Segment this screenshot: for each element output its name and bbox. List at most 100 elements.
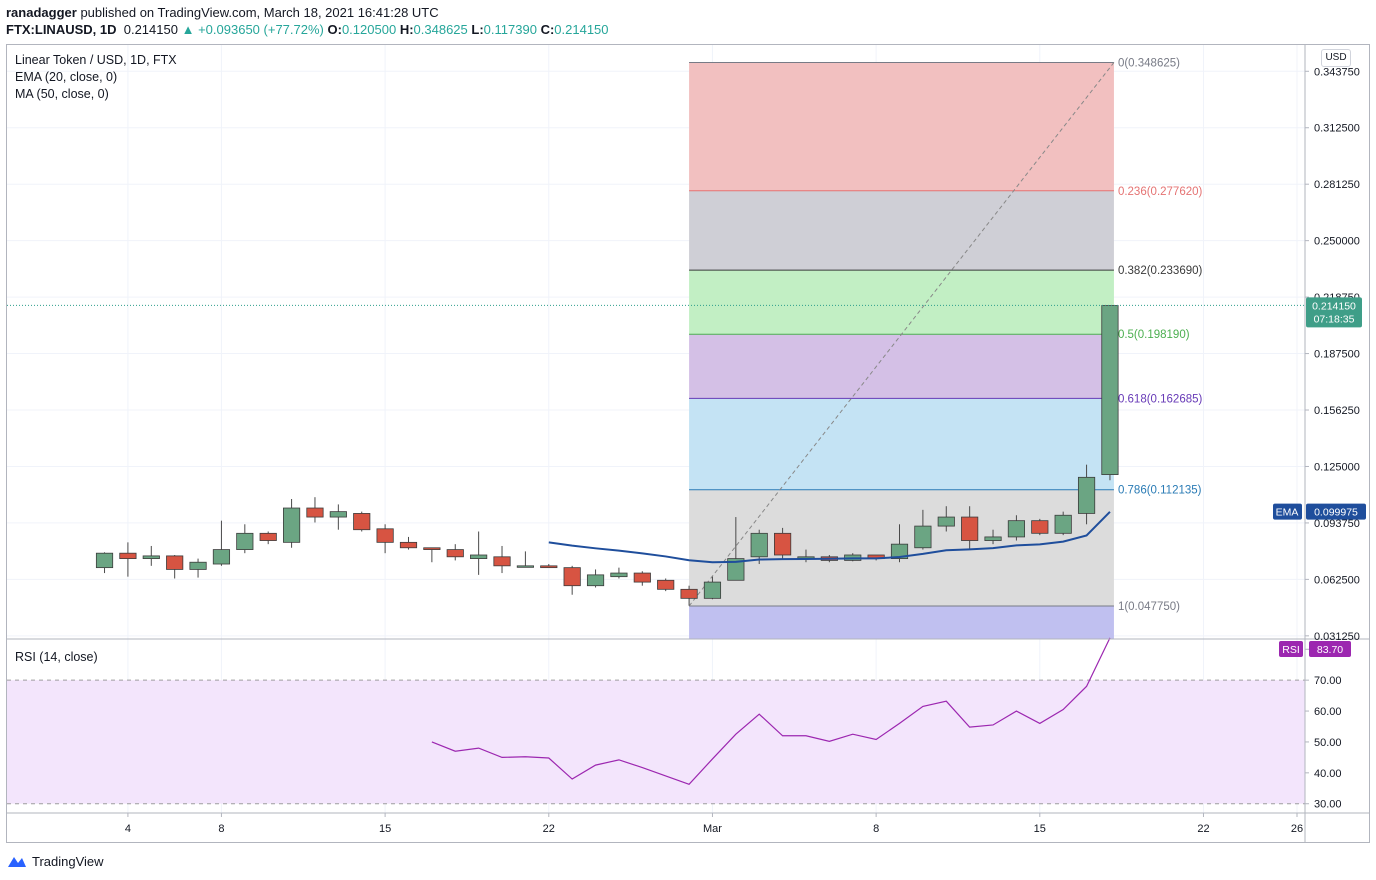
candle-body: [937, 516, 955, 527]
candle: [774, 527, 792, 559]
candle: [423, 547, 441, 563]
currency-button[interactable]: USD: [1321, 49, 1351, 67]
candle-body: [680, 588, 698, 599]
ema-name-tag: [1273, 503, 1302, 520]
candle-body: [1007, 520, 1026, 538]
fib-trend-line: [688, 62, 1115, 607]
ema-name-tag-label: EMA: [1276, 507, 1299, 519]
price-tick-label: 0.062500: [1314, 574, 1360, 586]
candle: [376, 524, 394, 554]
time-tick-label: 22: [543, 823, 555, 835]
ema-series: [548, 511, 1111, 564]
rsi-line: [431, 637, 1111, 785]
legend-title: Linear Token / USD, 1D, FTX: [15, 53, 177, 67]
candle: [610, 567, 628, 579]
candle-body: [446, 549, 464, 558]
candle: [563, 565, 581, 595]
candle: [282, 498, 301, 548]
candle: [446, 544, 464, 561]
candle: [119, 542, 137, 577]
ohlc-header: FTX:LINAUSD, 1D 0.214150 ▲ +0.093650 (+7…: [6, 22, 609, 37]
rsi-band: [7, 679, 1305, 805]
candle: [470, 531, 488, 575]
rsi-tick-label: 50.00: [1314, 737, 1342, 749]
price-tick-label: 0.343750: [1314, 66, 1360, 78]
candle-body: [493, 556, 511, 567]
candle: [633, 571, 651, 586]
time-tick-label: 26: [1291, 823, 1303, 835]
candle-body: [470, 554, 488, 560]
price-tick-label: 0.031250: [1314, 631, 1360, 643]
close-value: 0.214150: [554, 22, 609, 37]
ema-value-tag: [1306, 503, 1366, 520]
fib-zone: [689, 190, 1114, 271]
author-name[interactable]: ranadagger: [6, 5, 77, 20]
price-tick-label: 0.281250: [1314, 179, 1360, 191]
candle-body: [1031, 520, 1049, 534]
time-tick-label: 15: [379, 823, 391, 835]
publish-text: published on TradingView.com, March 18, …: [80, 5, 439, 20]
footer: TradingView: [6, 852, 104, 870]
time-tick-label: 22: [1197, 823, 1209, 835]
time-tick-label: 8: [218, 823, 224, 835]
tradingview-brand[interactable]: TradingView: [32, 853, 104, 869]
price-tick-label: 0.187500: [1314, 349, 1360, 361]
close-label: C:: [540, 22, 555, 37]
candle-body: [353, 513, 371, 531]
fib-zone: [689, 334, 1114, 399]
high-label: H:: [399, 22, 414, 37]
last-price-tag: [1306, 297, 1362, 328]
candle: [750, 529, 768, 565]
fib-zone: [689, 606, 1114, 639]
fib-level-label: 0.786(0.112135): [1118, 485, 1202, 497]
fib-zone: [689, 270, 1114, 335]
legend-ema[interactable]: EMA (20, close, 0): [15, 70, 118, 84]
candle-body: [750, 532, 768, 558]
candle-body: [376, 528, 394, 543]
candle: [937, 506, 955, 532]
price-tick-label: 0.156250: [1314, 405, 1360, 417]
candle-body: [657, 579, 675, 590]
low-value: 0.117390: [483, 22, 537, 37]
candle-body: [633, 572, 651, 583]
candle-body: [189, 561, 207, 570]
candle: [1007, 515, 1026, 541]
tradingview-logo-icon: [6, 852, 28, 870]
legend-rsi[interactable]: RSI (14, close): [15, 650, 98, 664]
open-value: 0.120500: [341, 22, 397, 37]
candle: [890, 524, 909, 563]
candle: [399, 536, 418, 550]
candle-body: [423, 547, 441, 550]
candle: [1077, 464, 1096, 525]
candle: [984, 529, 1002, 545]
candle-body: [306, 507, 324, 518]
time-tick-label: Mar: [703, 823, 722, 835]
candle: [703, 576, 722, 600]
fib-level-label: 0.382(0.233690): [1118, 265, 1203, 277]
candle: [727, 517, 745, 581]
candle-body: [774, 532, 792, 556]
candle-body: [399, 541, 418, 549]
candle-body: [1077, 476, 1096, 514]
candle: [95, 552, 114, 574]
fib-zone: [689, 62, 1114, 191]
fib-level-label: 0.236(0.277620): [1118, 186, 1203, 198]
rsi-tick-label: 40.00: [1314, 768, 1342, 780]
candle-body: [1054, 514, 1072, 534]
candle: [516, 551, 534, 568]
candle-body: [727, 558, 745, 581]
candle: [236, 524, 254, 554]
candle-body: [610, 572, 628, 578]
chart-frame: [6, 44, 1370, 843]
candle-body: [703, 581, 722, 599]
candle: [212, 520, 231, 566]
time-tick-label: 4: [125, 823, 131, 835]
candle: [657, 578, 675, 592]
candle: [680, 585, 698, 606]
rsi-series: [431, 637, 1111, 785]
ema-line: [548, 511, 1111, 564]
legend-ma[interactable]: MA (50, close, 0): [15, 87, 109, 101]
time-tick-label: 15: [1034, 823, 1046, 835]
